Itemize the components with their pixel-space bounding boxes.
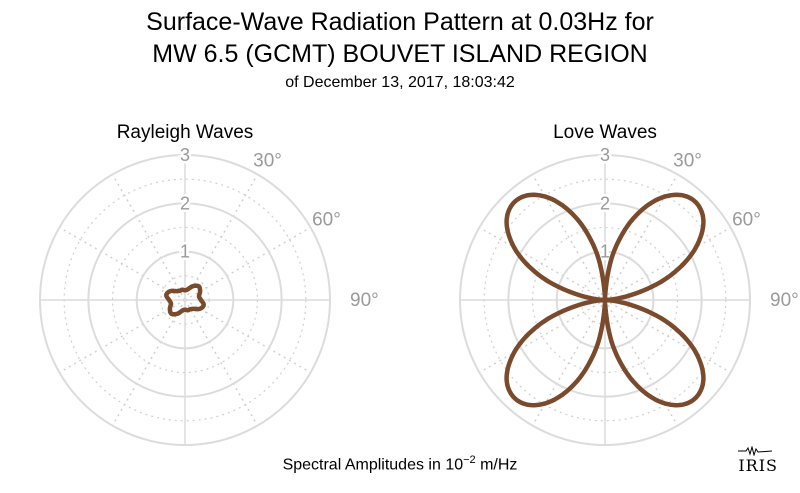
seismogram-logo-icon: [738, 446, 773, 456]
minor-ring: [160, 275, 210, 325]
radiation-pattern-curve: [164, 283, 206, 317]
chart-title-line1: Surface-Wave Radiation Pattern at 0.03Hz…: [146, 8, 654, 36]
radial-tick-label: 3: [600, 145, 610, 165]
radial-tick-label: 1: [600, 242, 610, 262]
radial-tick-label: 2: [600, 193, 610, 213]
radial-gridline: [604, 226, 731, 301]
units-suffix: m/Hz: [475, 456, 518, 474]
logo-text: IRIS: [738, 456, 778, 475]
angle-label: 30°: [253, 151, 282, 172]
minor-ring: [580, 275, 630, 325]
angle-label: 60°: [312, 210, 341, 231]
radial-gridline: [59, 299, 186, 374]
radial-gridline: [479, 299, 606, 374]
ring-1: [135, 250, 235, 350]
panel-title: Rayleigh Waves: [117, 122, 254, 143]
radiation-pattern-curve: [504, 192, 706, 408]
ring-1: [555, 250, 655, 350]
radial-tick-label: 1: [180, 242, 190, 262]
units-exponent: −2: [463, 454, 476, 466]
polar-chart-1: Rayleigh Waves 1 2 3 30° 60° 90°: [39, 122, 379, 446]
iris-logo: IRIS: [738, 446, 778, 475]
angle-label: 60°: [732, 210, 761, 231]
units-prefix: Spectral Amplitudes in 10: [282, 456, 464, 474]
radial-gridline: [184, 299, 259, 426]
angle-label: 30°: [673, 151, 702, 172]
radial-gridline: [604, 299, 679, 426]
ring-2: [507, 202, 703, 398]
axis-units-note: Spectral Amplitudes in 10−2 m/Hz: [0, 454, 800, 474]
angle-label: 90°: [770, 290, 799, 311]
minor-ring: [111, 226, 259, 374]
panel-title: Love Waves: [553, 122, 657, 143]
radial-gridline: [531, 174, 606, 301]
radial-tick-label: 3: [180, 145, 190, 165]
ring-2: [87, 202, 283, 398]
minor-ring: [63, 178, 307, 422]
radial-gridline: [111, 174, 186, 301]
minor-ring: [483, 178, 727, 422]
chart-subtitle: of December 13, 2017, 18:03:42: [285, 74, 515, 91]
radial-tick-label: 2: [180, 193, 190, 213]
minor-ring: [531, 226, 679, 374]
radial-gridline: [184, 226, 311, 301]
polar-chart-2: Love Waves 1 2 3 30° 60° 90°: [459, 122, 799, 446]
ring-3: [39, 154, 331, 446]
ring-3: [459, 154, 751, 446]
chart-title-line2: MW 6.5 (GCMT) BOUVET ISLAND REGION: [152, 40, 648, 68]
angle-label: 90°: [350, 290, 379, 311]
